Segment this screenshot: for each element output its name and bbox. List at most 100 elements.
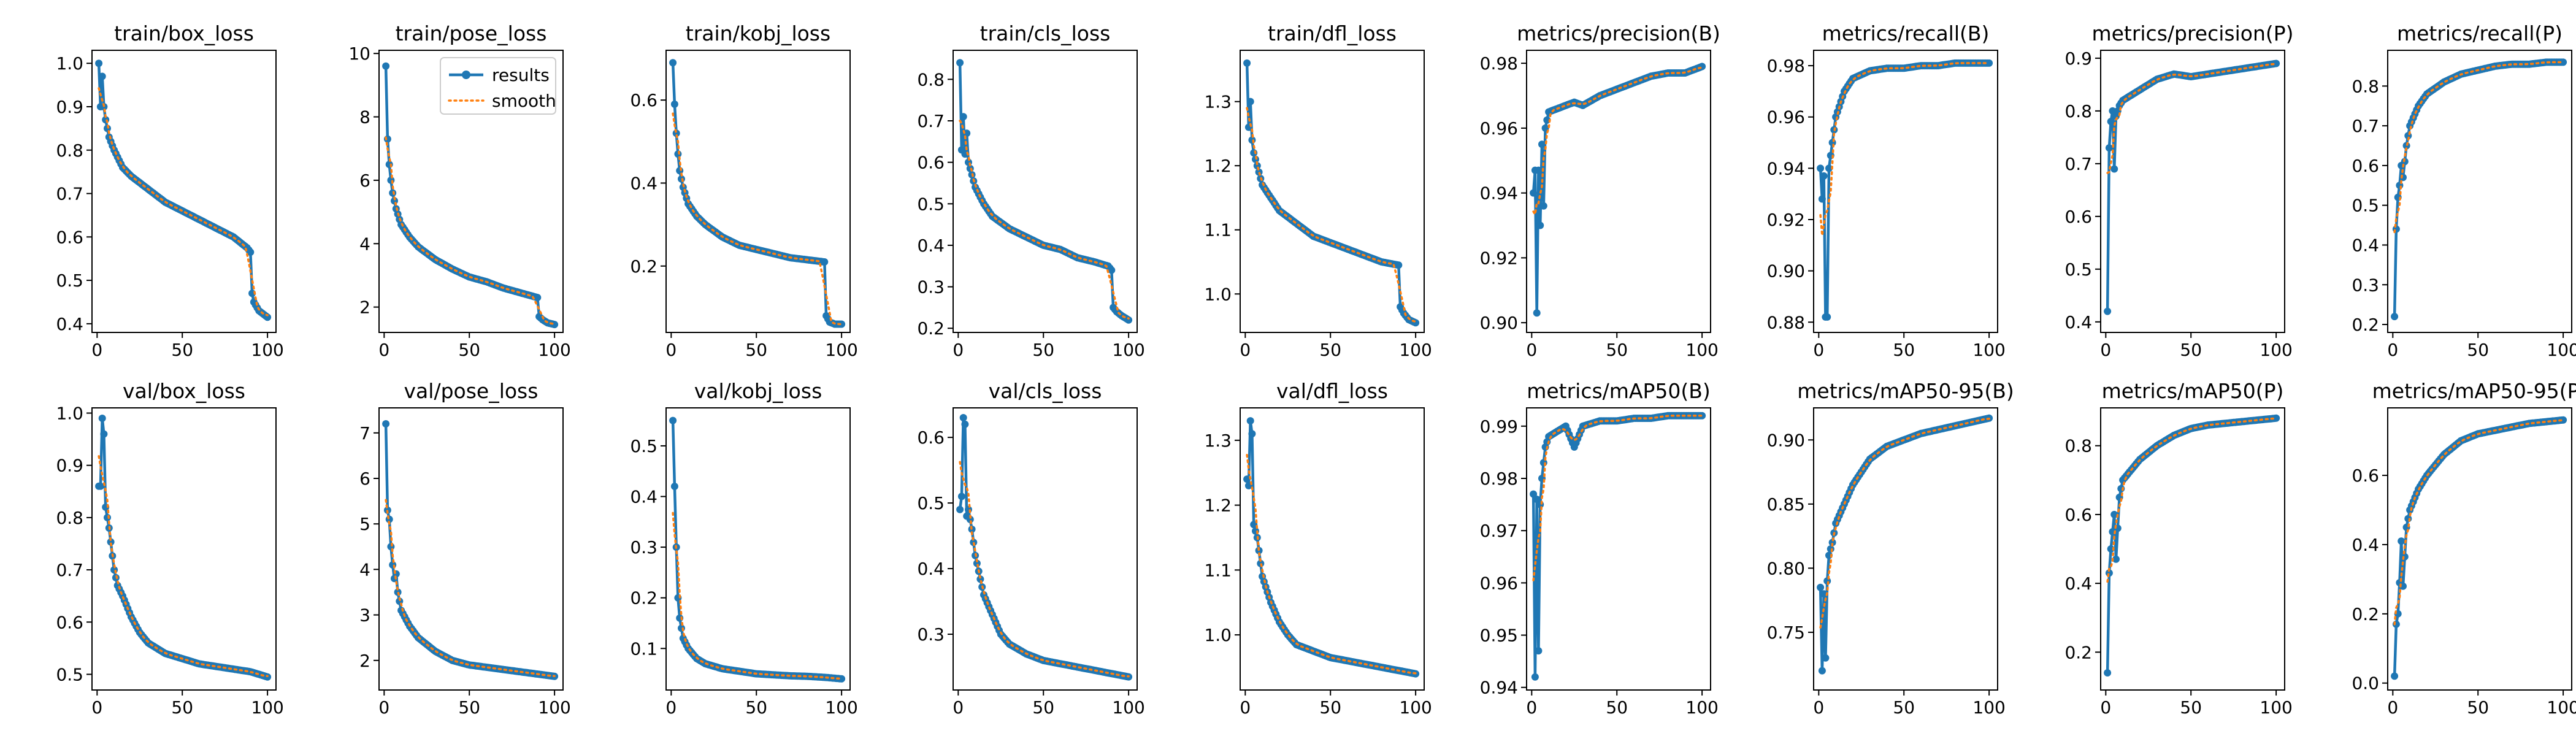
subplot-metrics-recall-b: metrics/recall(B) 0 50 100 0.88 0.90 0.92 0.94 0…: [1767, 21, 2006, 360]
results-line: [1819, 61, 1990, 319]
results-point: [973, 559, 981, 567]
results-point: [1533, 496, 1541, 504]
results-point: [2272, 414, 2280, 422]
series-group: [2104, 59, 2280, 315]
results-point: [956, 505, 964, 513]
results-line: [958, 416, 1129, 678]
subplot-title: train/cls_loss: [980, 21, 1111, 45]
x-tick-label: 100: [1972, 340, 2005, 360]
smooth-line: [1819, 62, 1990, 236]
subplot-metrics-precision-p: metrics/precision(P) 0 50 100 0.4 0.5 0.6 0.7 0.…: [2064, 21, 2293, 360]
x-tick-label: 100: [1112, 697, 1144, 718]
results-line: [671, 63, 842, 326]
subplot-title: metrics/mAP50(P): [2102, 379, 2284, 403]
results-line: [1531, 414, 1703, 678]
x-tick-label: 100: [538, 340, 570, 360]
results-point: [957, 493, 965, 500]
results-point: [247, 248, 255, 256]
y-tick-label: 0.5: [56, 270, 83, 291]
x-tick-label: 50: [1893, 340, 1915, 360]
x-tick-label: 50: [1319, 340, 1341, 360]
results-point: [1395, 261, 1403, 269]
smooth-line: [959, 120, 1130, 320]
x-tick-label: 0: [91, 697, 102, 718]
y-tick-label: 0.4: [2064, 573, 2092, 594]
results-point: [1536, 221, 1544, 229]
smooth-line: [2393, 419, 2564, 626]
plot-frame: [2100, 50, 2285, 333]
x-tick-label: 0: [2100, 697, 2111, 718]
x-tick-label: 0: [1813, 340, 1824, 360]
results-point: [95, 59, 103, 67]
results-point: [1820, 590, 1828, 598]
y-tick-label: 0.94: [1480, 678, 1518, 698]
subplot-title: train/box_loss: [114, 21, 254, 45]
x-tick-label: 50: [1319, 697, 1341, 718]
y-tick-label: 0.94: [1767, 158, 1805, 178]
smooth-line: [672, 112, 843, 326]
subplot-metrics-precision-b: metrics/precision(B) 0 50 100 0.90 0.92 0.94 0.…: [1480, 21, 1720, 360]
y-tick-label: 0.90: [1480, 313, 1518, 333]
plot-frame: [1813, 50, 1998, 333]
results-line: [1245, 63, 1417, 324]
x-tick-label: 50: [1893, 697, 1915, 718]
subplot-title: metrics/precision(P): [2091, 21, 2293, 45]
results-point: [2109, 107, 2117, 115]
y-tick-label: 0.2: [630, 588, 657, 608]
smooth-line: [98, 87, 269, 316]
x-tick-label: 50: [2467, 697, 2489, 718]
x-tick-label: 100: [1399, 340, 1432, 360]
y-tick-label: 0.88: [1767, 312, 1805, 332]
y-tick-label: 0.6: [630, 90, 657, 110]
subplot-title: train/pose_loss: [396, 21, 547, 45]
results-line: [1245, 419, 1416, 675]
results-point: [2399, 174, 2407, 182]
y-tick-label: 1.2: [1204, 156, 1232, 176]
results-point: [387, 176, 395, 184]
y-tick-label: 0.7: [917, 111, 945, 131]
series-group: [956, 414, 1133, 681]
series-group: [1530, 412, 1706, 681]
y-tick-label: 0.9: [2064, 48, 2092, 69]
results-point: [670, 100, 678, 108]
subplot-title: val/cls_loss: [989, 379, 1102, 403]
y-tick-label: 0.8: [56, 140, 83, 161]
plot-frame: [665, 407, 851, 691]
y-tick-label: 0.9: [56, 97, 83, 117]
series-group: [382, 62, 559, 329]
results-point: [821, 258, 829, 266]
x-tick-label: 0: [1526, 340, 1537, 360]
y-tick-label: 1.0: [1204, 284, 1232, 304]
x-tick-label: 50: [458, 697, 480, 718]
smooth-line: [1532, 66, 1703, 218]
x-tick-label: 0: [953, 697, 964, 718]
x-tick-label: 100: [1685, 697, 1718, 718]
plot-frame: [1240, 407, 1425, 691]
results-point: [1248, 430, 1256, 438]
subplot-train-kobj-loss: train/kobj_loss 0 50 100 0.2 0.4 0.6: [630, 21, 857, 360]
y-tick-label: 0.4: [56, 314, 83, 334]
x-tick-label: 50: [171, 697, 193, 718]
y-tick-label: 0.3: [917, 277, 945, 297]
subplot-title: train/kobj_loss: [686, 21, 830, 45]
results-point: [838, 675, 846, 683]
x-tick-label: 100: [825, 340, 857, 360]
y-tick-label: 0.98: [1480, 53, 1518, 74]
subplot-train-dfl-loss: train/dfl_loss 0 50 100 1.0 1.1 1.2 1.3: [1204, 21, 1432, 360]
plot-frame: [953, 50, 1138, 333]
smooth-line: [1532, 415, 1703, 581]
y-tick-label: 0.7: [56, 184, 83, 204]
x-tick-label: 100: [825, 697, 857, 718]
y-tick-label: 10: [348, 44, 370, 64]
y-tick-label: 6: [359, 171, 370, 191]
results-line: [671, 420, 842, 681]
y-tick-label: 0.5: [2352, 196, 2379, 216]
smooth-line: [1246, 453, 1417, 675]
y-tick-label: 3: [359, 605, 370, 626]
plot-frame: [91, 50, 277, 333]
results-point: [382, 420, 390, 427]
plot-frame: [378, 50, 564, 333]
y-tick-label: 0.4: [2064, 312, 2092, 332]
smooth-line: [959, 461, 1130, 678]
subplot-title: metrics/mAP50-95(B): [1797, 379, 2014, 403]
